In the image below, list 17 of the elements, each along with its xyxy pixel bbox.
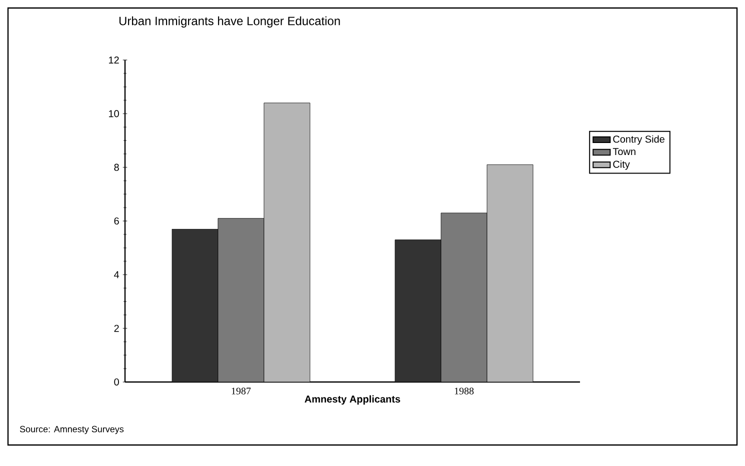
source-note: Source: Amnesty Surveys xyxy=(20,426,124,434)
y-tick-label: 0 xyxy=(114,378,119,386)
y-tick-label: 4 xyxy=(114,271,120,278)
legend-label: City xyxy=(613,160,630,170)
x-tick-label: 1988 xyxy=(454,388,474,394)
x-axis-title: Amnesty Applicants xyxy=(304,395,400,405)
legend-label: Town xyxy=(612,148,636,156)
y-tick-label: 10 xyxy=(108,110,119,118)
y-tick-label: 8 xyxy=(114,164,119,171)
y-tick-label: 2 xyxy=(114,324,119,332)
y-tick-label: 6 xyxy=(114,217,119,225)
y-tick-label: 12 xyxy=(108,56,119,64)
bar xyxy=(218,218,264,382)
x-tick-label: 1987 xyxy=(232,388,251,394)
bar xyxy=(440,212,488,382)
chart-title: Urban Immigrants have Longer Education xyxy=(119,16,340,28)
legend-label: Contry Side xyxy=(613,135,664,145)
